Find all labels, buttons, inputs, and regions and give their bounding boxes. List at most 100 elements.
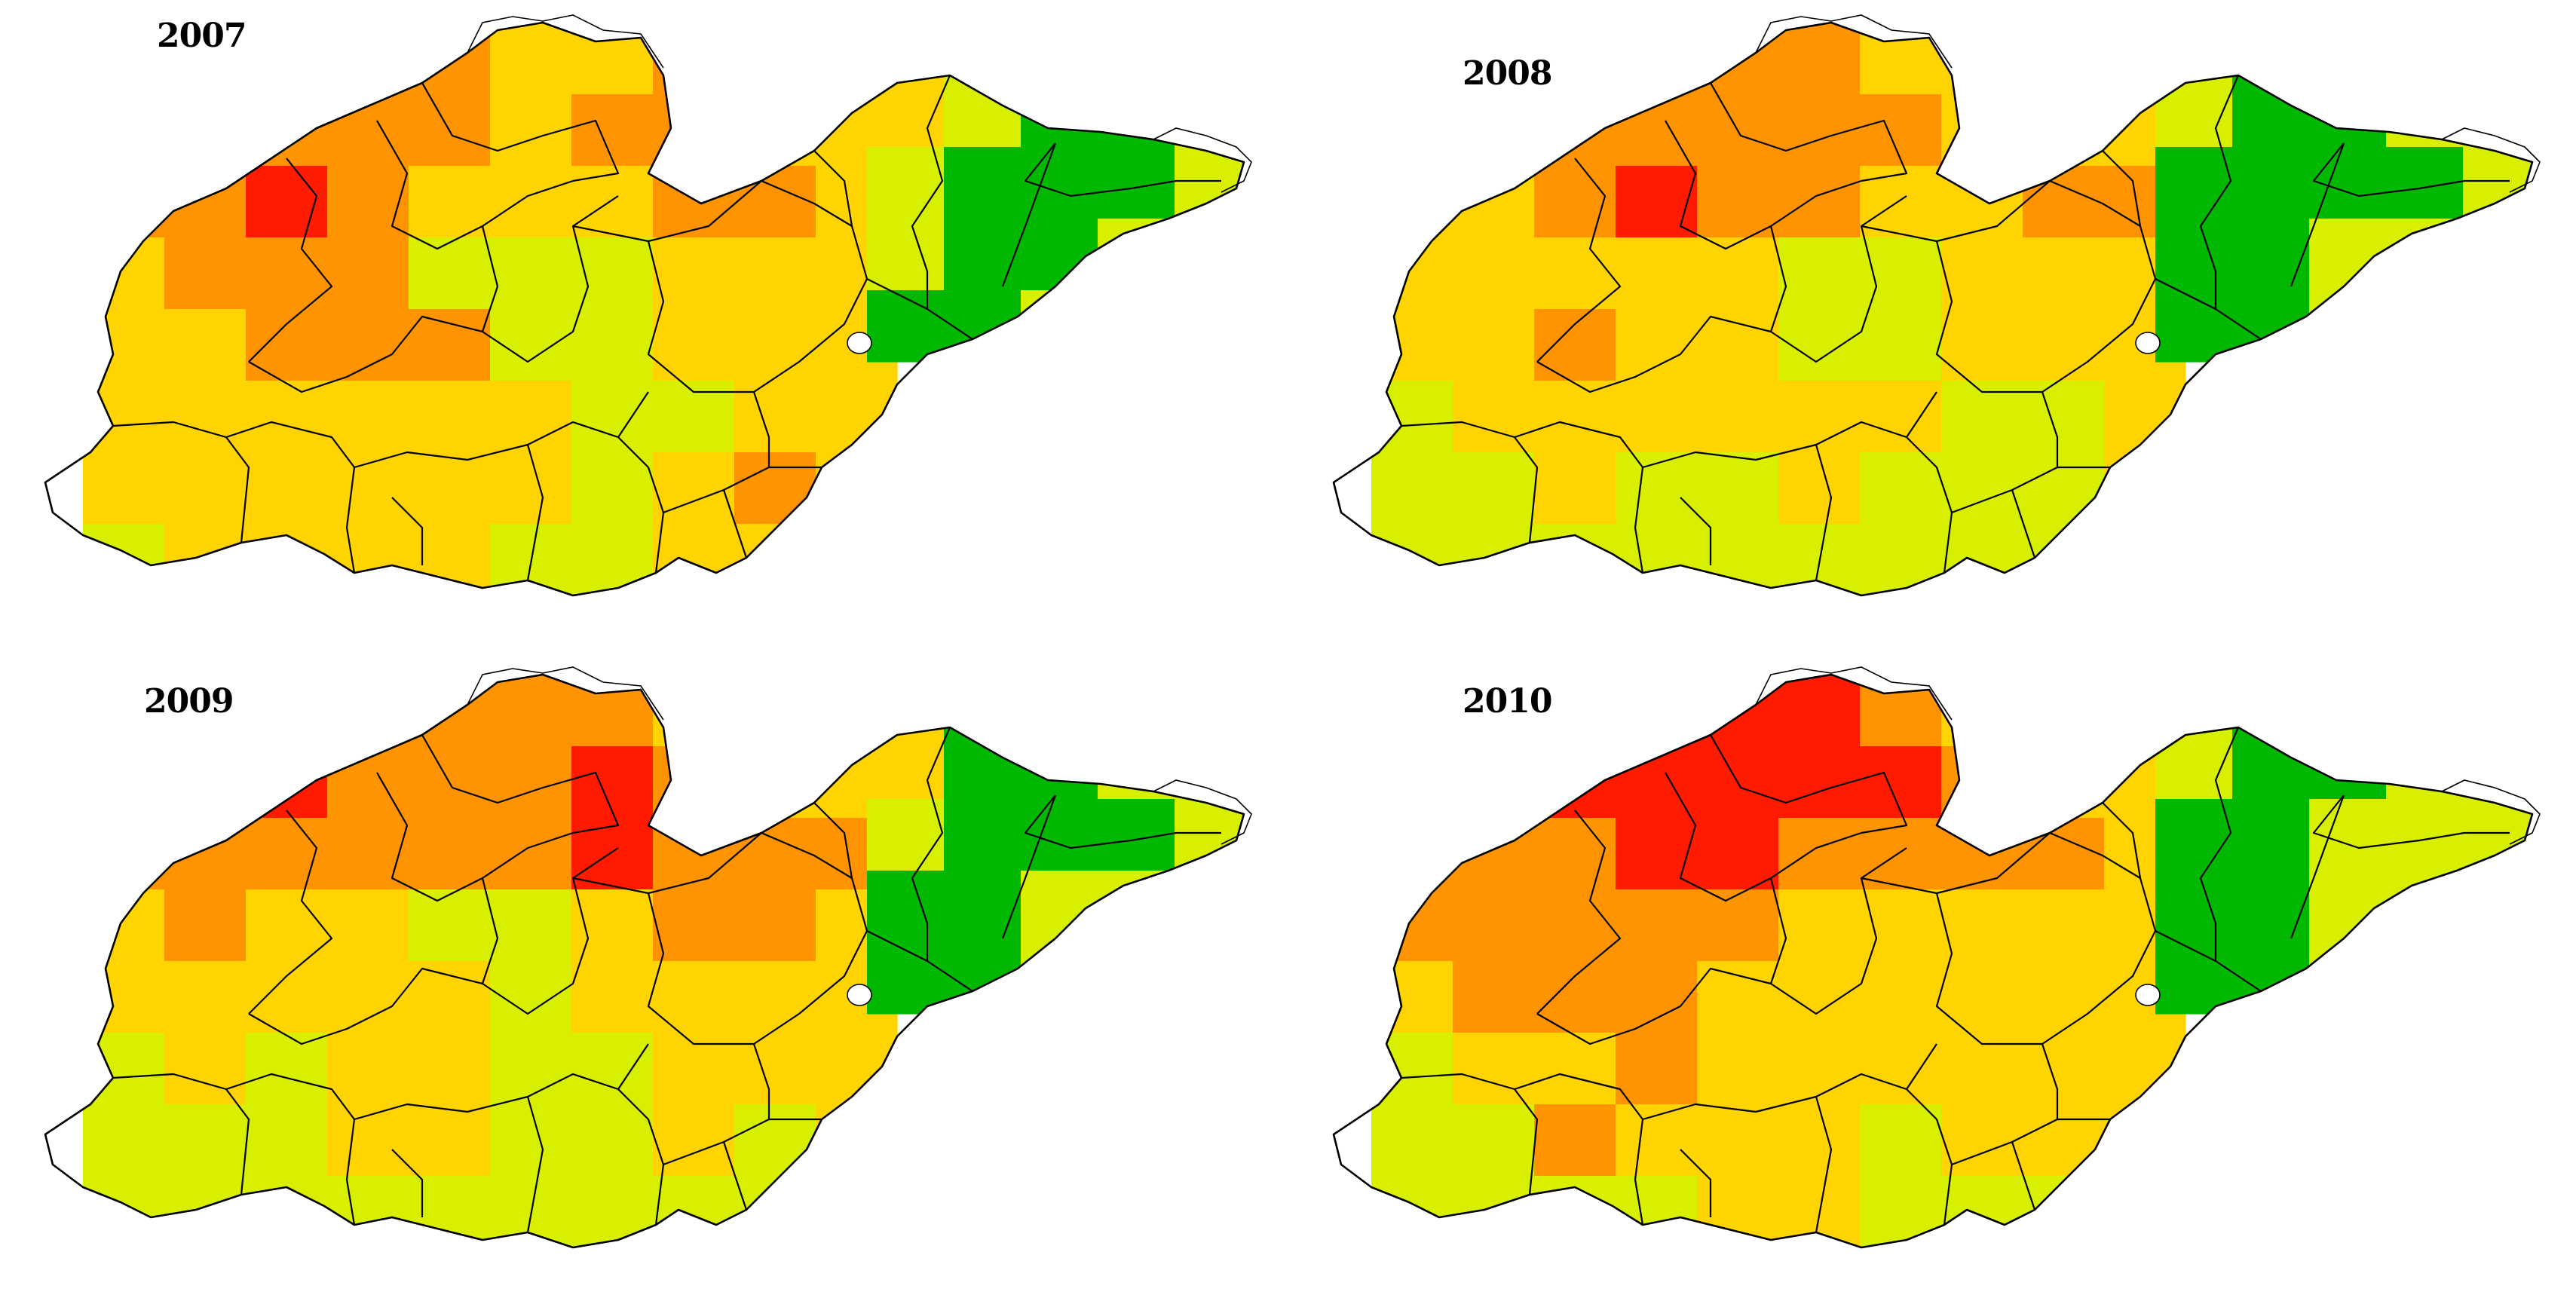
- west-cell: [83, 1176, 165, 1247]
- west-cell: [816, 381, 898, 453]
- west-cell: [653, 237, 735, 310]
- west-cell: [490, 237, 572, 310]
- west-cell: [83, 381, 165, 453]
- west-cell: [2104, 1033, 2186, 1105]
- west-cell: [1860, 818, 1942, 890]
- west-cell: [1616, 961, 1698, 1033]
- east-cell: [2155, 727, 2233, 800]
- east-cell: [1175, 871, 1244, 943]
- west-cell: [571, 1033, 654, 1105]
- west-cell: [1860, 309, 1942, 381]
- west-cell: [1860, 166, 1942, 238]
- west-cell: [1453, 1176, 1535, 1247]
- east-cell: [2232, 219, 2310, 291]
- boundary-line: [1536, 315, 1772, 393]
- east-cell: [944, 727, 1022, 800]
- boundary-line: [526, 1096, 544, 1233]
- west-cell: [2104, 23, 2186, 95]
- west-cell: [653, 746, 735, 819]
- west-cell: [1860, 961, 1942, 1033]
- west-cell: [1534, 1104, 1616, 1177]
- west-cell: [653, 452, 735, 525]
- west-cell: [1778, 237, 1861, 310]
- boundary-line: [1024, 142, 1221, 197]
- west-cell: [490, 166, 572, 238]
- east-cell: [2155, 290, 2233, 363]
- west-cell: [1453, 1033, 1535, 1105]
- west-cell: [1453, 237, 1535, 310]
- west-cell: [1860, 1033, 1942, 1105]
- west-cell: [490, 94, 572, 167]
- west-cell: [1616, 524, 1698, 595]
- west-cell: [83, 166, 165, 238]
- west-cell: [409, 1033, 491, 1105]
- east-cell: [2386, 942, 2464, 1015]
- west-cell: [327, 889, 409, 962]
- west-cell: [327, 381, 409, 453]
- boundary-line: [2290, 142, 2345, 287]
- west-cell: [2023, 452, 2105, 525]
- west-cell: [1860, 746, 1942, 819]
- west-cell: [327, 961, 409, 1033]
- boundary-line: [1769, 195, 1907, 363]
- west-cell: [1616, 1176, 1698, 1247]
- boundary-line: [1680, 497, 1712, 565]
- east-cell: [2463, 727, 2532, 800]
- coastline: [1755, 666, 2541, 845]
- east-cell: [2232, 799, 2310, 871]
- west-cell: [571, 961, 654, 1033]
- east-cell: [867, 219, 945, 291]
- west-cell: [571, 746, 654, 819]
- west-cell: [1616, 818, 1698, 890]
- west-cell: [1860, 524, 1942, 595]
- west-cell: [409, 381, 491, 453]
- west-cell: [1778, 452, 1861, 525]
- boundary-line: [752, 391, 770, 467]
- west-cell: [1616, 1104, 1698, 1177]
- boundary-line: [1906, 1043, 1937, 1090]
- west-cell: [2023, 237, 2105, 310]
- west-cell: [1860, 381, 1942, 453]
- west-cell: [1697, 452, 1779, 525]
- west-cell: [571, 94, 654, 167]
- west-cell: [1371, 237, 1453, 310]
- west-cell: [490, 746, 572, 819]
- east-cell: [2463, 942, 2532, 1015]
- west-cell: [83, 889, 165, 962]
- east-cell: [867, 942, 945, 1015]
- west-cell: [2104, 381, 2186, 453]
- west-cell: [571, 309, 654, 381]
- west-cell: [1534, 746, 1616, 819]
- boundary-line: [421, 82, 620, 182]
- west-cell: [246, 746, 328, 819]
- west-cell: [83, 746, 165, 819]
- west-cell: [571, 166, 654, 238]
- west-cell: [83, 961, 165, 1033]
- west-cell: [1697, 166, 1779, 238]
- west-cell: [164, 746, 247, 819]
- east-cell: [2232, 871, 2310, 943]
- west-cell: [2104, 675, 2186, 747]
- west-cell: [490, 23, 572, 95]
- west-cell: [327, 237, 409, 310]
- west-cell: [409, 237, 491, 310]
- east-cell: [2155, 219, 2233, 291]
- west-cell: [1697, 961, 1779, 1033]
- west-cell: [653, 1176, 735, 1247]
- boundary-line: [1665, 120, 1862, 250]
- west-cell: [734, 889, 816, 962]
- west-cell: [2023, 23, 2105, 95]
- west-cell: [83, 818, 165, 890]
- west-cell: [327, 1104, 409, 1177]
- boundary-line: [647, 179, 868, 393]
- west-cell: [327, 818, 409, 890]
- boundary-line: [2312, 794, 2510, 849]
- west-cell: [83, 452, 165, 525]
- boundary-line: [2041, 391, 2059, 467]
- west-cell: [1534, 889, 1616, 962]
- west-cell: [246, 237, 328, 310]
- west-cell: [1941, 746, 2023, 819]
- east-cell: [2386, 290, 2464, 363]
- west-cell: [1453, 746, 1535, 819]
- boundary-line: [2041, 1043, 2059, 1119]
